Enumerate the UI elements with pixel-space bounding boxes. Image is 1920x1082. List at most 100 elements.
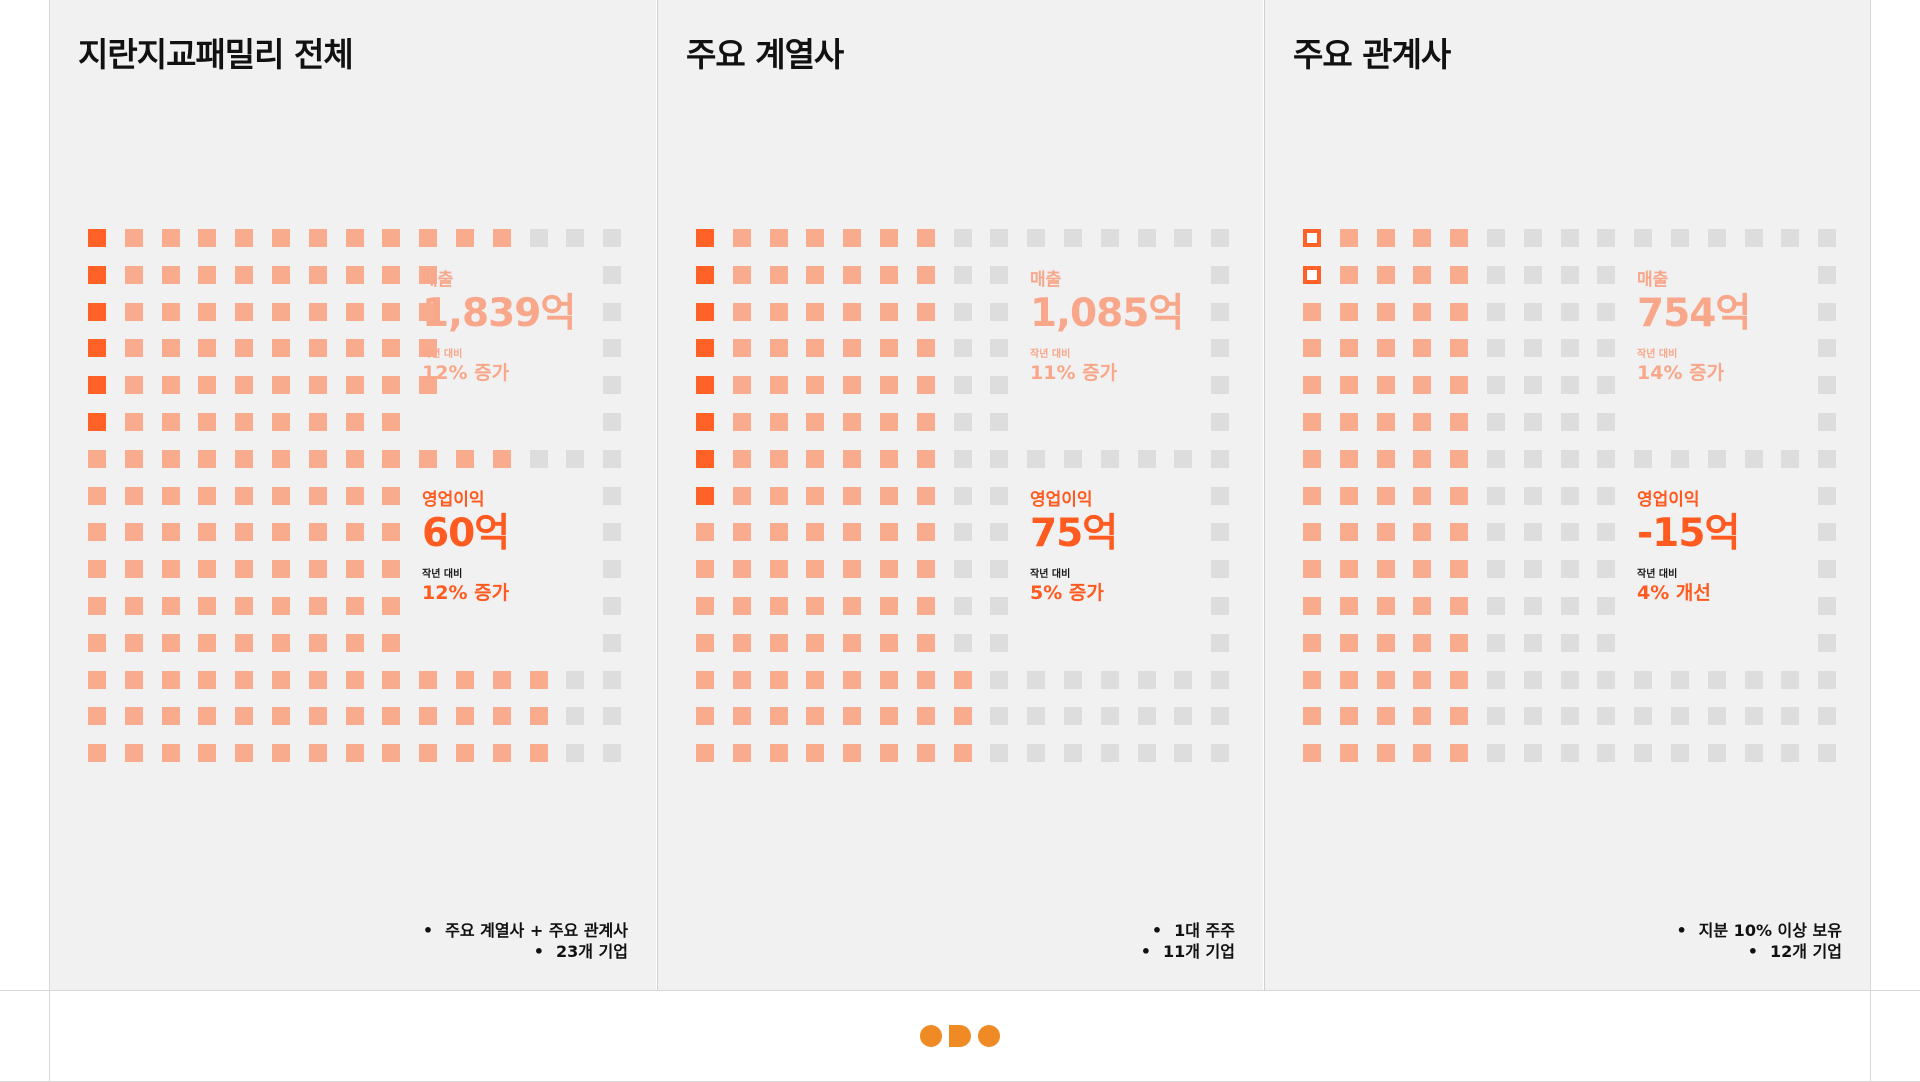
waffle-cell-filled	[880, 449, 898, 468]
waffle-cell-empty	[1523, 265, 1542, 284]
waffle-cell-empty	[1027, 670, 1046, 689]
waffle-cell-empty	[603, 633, 622, 652]
waffle-cell-filled	[880, 560, 898, 579]
waffle-cell-filled	[806, 633, 825, 652]
waffle-cell-filled	[345, 597, 364, 615]
panel-affiliates: 주요 계열사 매출 1,085억 작년 대비 11% 증가 영업이익 75억 작…	[657, 0, 1263, 990]
waffle-cell-filled	[272, 339, 290, 358]
waffle-cell-empty	[990, 523, 1009, 542]
waffle-cell-highlight	[696, 376, 714, 395]
waffle-cell-empty	[1211, 339, 1230, 358]
waffle-cell-filled	[1376, 707, 1395, 726]
waffle-cell-empty	[990, 265, 1009, 284]
waffle-cell-filled	[198, 413, 217, 431]
waffle-cell-filled	[806, 376, 825, 395]
waffle-cell-filled	[696, 744, 714, 763]
waffle-cell-empty	[1137, 744, 1156, 763]
waffle-cell-filled	[1303, 486, 1321, 505]
waffle-cell-empty	[1597, 339, 1616, 358]
brand-logo	[920, 1025, 1000, 1047]
waffle-cell-filled	[235, 376, 254, 395]
waffle-cell-empty	[1707, 707, 1726, 726]
profit-compare-label: 작년 대비	[1637, 569, 1678, 580]
notes-list: 1대 주주 11개 기업	[1141, 920, 1235, 962]
note-item: 11개 기업	[1141, 941, 1235, 962]
waffle-cell-filled	[88, 744, 106, 763]
waffle-cell-filled	[806, 229, 825, 247]
waffle-cell-empty	[603, 229, 622, 247]
waffle-cell-filled	[769, 707, 788, 726]
waffle-cell-highlight	[88, 413, 106, 431]
guide-line-right	[1870, 0, 1871, 1082]
waffle-cell-filled	[916, 229, 935, 247]
waffle-cell-filled	[272, 744, 290, 763]
waffle-cell-filled	[345, 670, 364, 689]
waffle-cell-filled	[308, 413, 327, 431]
waffle-cell-filled	[769, 265, 788, 284]
waffle-cell-filled	[1339, 413, 1358, 431]
waffle-cell-empty	[1487, 376, 1505, 395]
waffle-cell-empty	[1818, 413, 1837, 431]
waffle-cell-empty	[1597, 560, 1616, 579]
waffle-cell-filled	[382, 670, 401, 689]
waffle-cell-empty	[529, 229, 548, 247]
waffle-cell-filled	[198, 265, 217, 284]
waffle-cell-filled	[1376, 486, 1395, 505]
waffle-cell-filled	[769, 523, 788, 542]
waffle-cell-empty	[1818, 486, 1837, 505]
waffle-grid	[696, 229, 1246, 769]
sales-block: 매출 1,839억 작년 대비 12% 증가	[422, 270, 622, 385]
waffle-cell-filled	[732, 560, 751, 579]
waffle-cell-filled	[272, 597, 290, 615]
waffle-cell-filled	[1339, 707, 1358, 726]
waffle-cell-filled	[382, 449, 401, 468]
waffle-cell-empty	[1487, 449, 1505, 468]
waffle-cell-filled	[88, 597, 106, 615]
profit-label: 영업이익	[1030, 490, 1093, 510]
waffle-cell-filled	[1413, 302, 1432, 321]
waffle-cell-filled	[1303, 523, 1321, 542]
waffle-cell-filled	[732, 523, 751, 542]
waffle-cell-filled	[1413, 707, 1432, 726]
waffle-cell-filled	[308, 670, 327, 689]
waffle-cell-filled	[308, 597, 327, 615]
waffle-cell-empty	[1560, 486, 1579, 505]
profit-compare-label: 작년 대비	[422, 569, 463, 580]
waffle-cell-filled	[843, 523, 862, 542]
waffle-cell-filled	[843, 265, 862, 284]
waffle-cell-empty	[603, 707, 622, 726]
waffle-cell-filled	[1303, 302, 1321, 321]
waffle-cell-filled	[843, 560, 862, 579]
waffle-cell-empty	[953, 560, 972, 579]
waffle-cell-empty	[953, 265, 972, 284]
waffle-cell-filled	[806, 265, 825, 284]
waffle-cell-filled	[124, 449, 143, 468]
waffle-cell-filled	[419, 744, 438, 763]
waffle-cell-filled	[769, 376, 788, 395]
waffle-cell-filled	[198, 670, 217, 689]
waffle-cell-filled	[419, 449, 438, 468]
waffle-cell-empty	[1597, 633, 1616, 652]
waffle-cell-empty	[1560, 339, 1579, 358]
waffle-cell-empty	[1211, 376, 1230, 395]
waffle-cell-empty	[603, 597, 622, 615]
waffle-cell-empty	[529, 449, 548, 468]
waffle-cell-filled	[88, 486, 106, 505]
waffle-cell-filled	[198, 376, 217, 395]
waffle-cell-highlight	[696, 486, 714, 505]
waffle-cell-filled	[843, 744, 862, 763]
waffle-cell-empty	[1064, 229, 1082, 247]
waffle-cell-empty	[990, 486, 1009, 505]
waffle-cell-filled	[198, 707, 217, 726]
waffle-cell-filled	[124, 229, 143, 247]
waffle-cell-filled	[161, 597, 180, 615]
waffle-cell-filled	[308, 560, 327, 579]
waffle-cell-highlight	[88, 265, 106, 284]
waffle-cell-empty	[1100, 449, 1119, 468]
waffle-cell-filled	[382, 707, 401, 726]
waffle-cell-filled	[843, 486, 862, 505]
waffle-cell-filled	[880, 486, 898, 505]
waffle-cell-highlight	[696, 302, 714, 321]
waffle-cell-empty	[1100, 229, 1119, 247]
waffle-cell-filled	[1450, 339, 1469, 358]
